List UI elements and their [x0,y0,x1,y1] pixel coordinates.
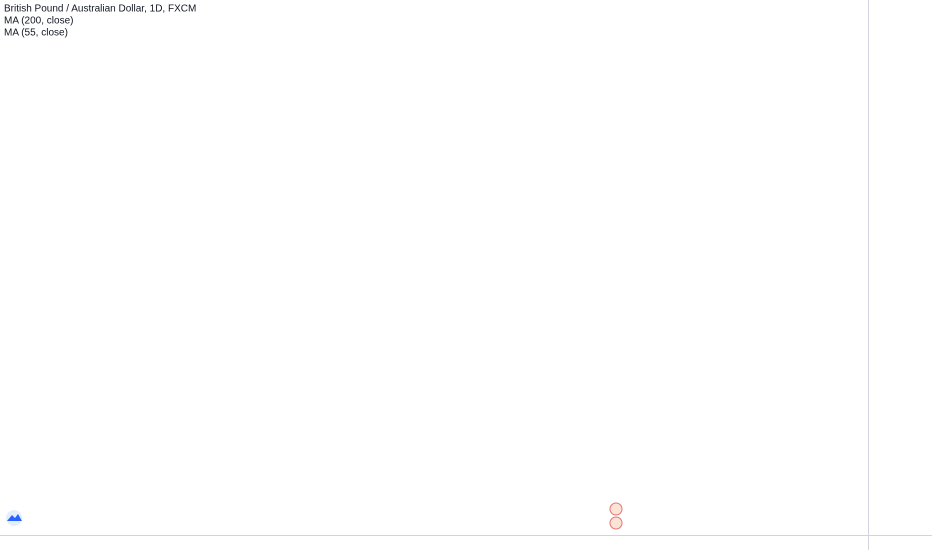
chart-title: British Pound / Australian Dollar, 1D, F… [4,4,196,15]
logo [6,510,22,526]
event-icon[interactable] [609,516,623,530]
indicator-label: MA (55, close) [4,28,68,39]
event-icon[interactable] [609,502,623,516]
logo-shape [7,514,22,521]
indicator-label: MA (200, close) [4,16,73,27]
events [609,502,623,530]
